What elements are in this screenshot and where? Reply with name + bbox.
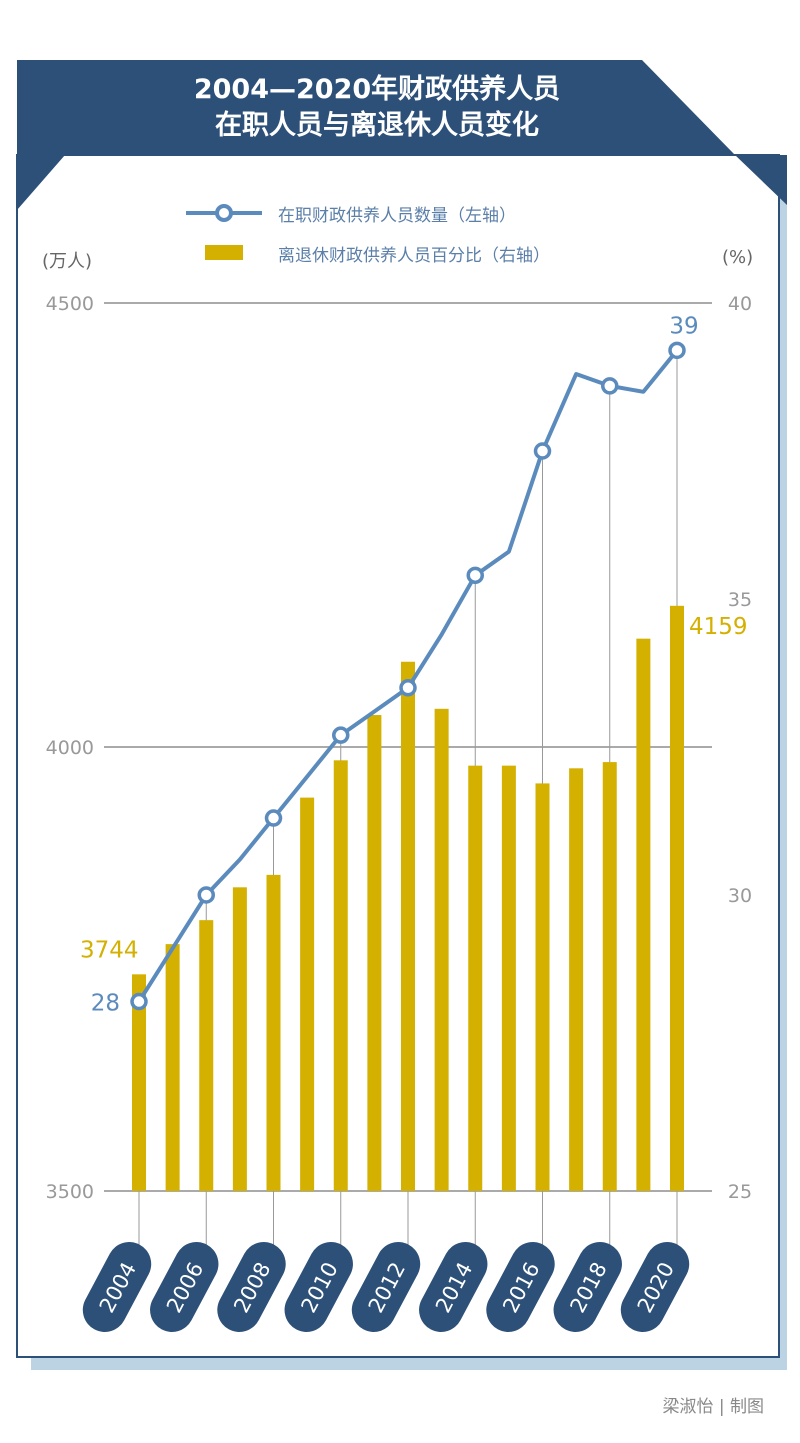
right-axis-unit: (%)	[722, 247, 754, 268]
left-tick-label: 4500	[46, 293, 94, 315]
line-marker-2008	[264, 809, 283, 827]
banner-fold	[735, 155, 787, 205]
bar-label-first: 3744	[80, 937, 139, 963]
chart-title-line1: 2004—2020年财政供养人员	[193, 74, 561, 105]
bar-2013	[434, 708, 449, 1191]
line-label-last: 39	[669, 313, 698, 339]
right-tick-label: 25	[728, 1181, 752, 1203]
line-marker-2006	[197, 886, 215, 904]
card	[16, 154, 780, 1358]
year-pill	[620, 1242, 690, 1332]
bar-2020	[670, 605, 684, 1191]
x-tick-2018: 2018	[553, 1242, 622, 1332]
bar-2007	[232, 887, 247, 1191]
bar-label-last: 4159	[689, 614, 748, 640]
bar-2006	[199, 920, 214, 1191]
bar-2005	[165, 944, 180, 1191]
bar-2015	[501, 765, 516, 1191]
bar-2009	[300, 797, 315, 1191]
year-pill	[419, 1242, 488, 1332]
line-marker-2012	[399, 679, 417, 697]
line-marker-2014	[466, 566, 484, 585]
chart-title-line2: 在职人员与离退休人员变化	[215, 110, 539, 141]
line-marker-2020	[668, 341, 686, 360]
bar-2017	[569, 768, 584, 1191]
legend-line-label: 在职财政供养人员数量（左轴）	[278, 206, 516, 226]
bar-2016	[535, 783, 550, 1191]
bar-2014	[468, 765, 483, 1191]
credit: 梁淑怡 | 制图	[662, 1397, 764, 1417]
year-pill	[217, 1242, 286, 1332]
bar-2011	[367, 715, 382, 1191]
bar-2012	[401, 661, 415, 1191]
line-label-first: 28	[91, 991, 120, 1017]
left-tick-label: 4000	[46, 737, 94, 759]
year-pill	[486, 1242, 555, 1332]
right-tick-label: 40	[728, 293, 752, 315]
bar-2019	[636, 638, 651, 1191]
year-pill	[150, 1242, 219, 1332]
year-pill	[284, 1242, 353, 1332]
x-tick-2004: 2004	[82, 1242, 152, 1332]
title-banner	[17, 60, 735, 210]
bar-2008	[266, 874, 281, 1191]
right-tick-label: 35	[728, 589, 752, 611]
bar-2010	[333, 760, 348, 1191]
left-tick-label: 3500	[46, 1181, 94, 1203]
year-pill	[351, 1242, 421, 1332]
line-marker-2016	[533, 442, 552, 460]
bar-2018	[602, 762, 617, 1191]
left-axis-unit: (万人)	[42, 251, 93, 272]
line-marker-2004	[130, 992, 148, 1011]
bar-2004	[132, 974, 146, 1191]
line-marker-2010	[332, 726, 350, 744]
line-marker-2018	[601, 377, 619, 395]
legend-bar-label: 离退休财政供养人员百分比（右轴）	[278, 246, 550, 266]
year-pill	[553, 1242, 622, 1332]
year-pill	[82, 1242, 152, 1332]
right-tick-label: 30	[728, 885, 752, 907]
